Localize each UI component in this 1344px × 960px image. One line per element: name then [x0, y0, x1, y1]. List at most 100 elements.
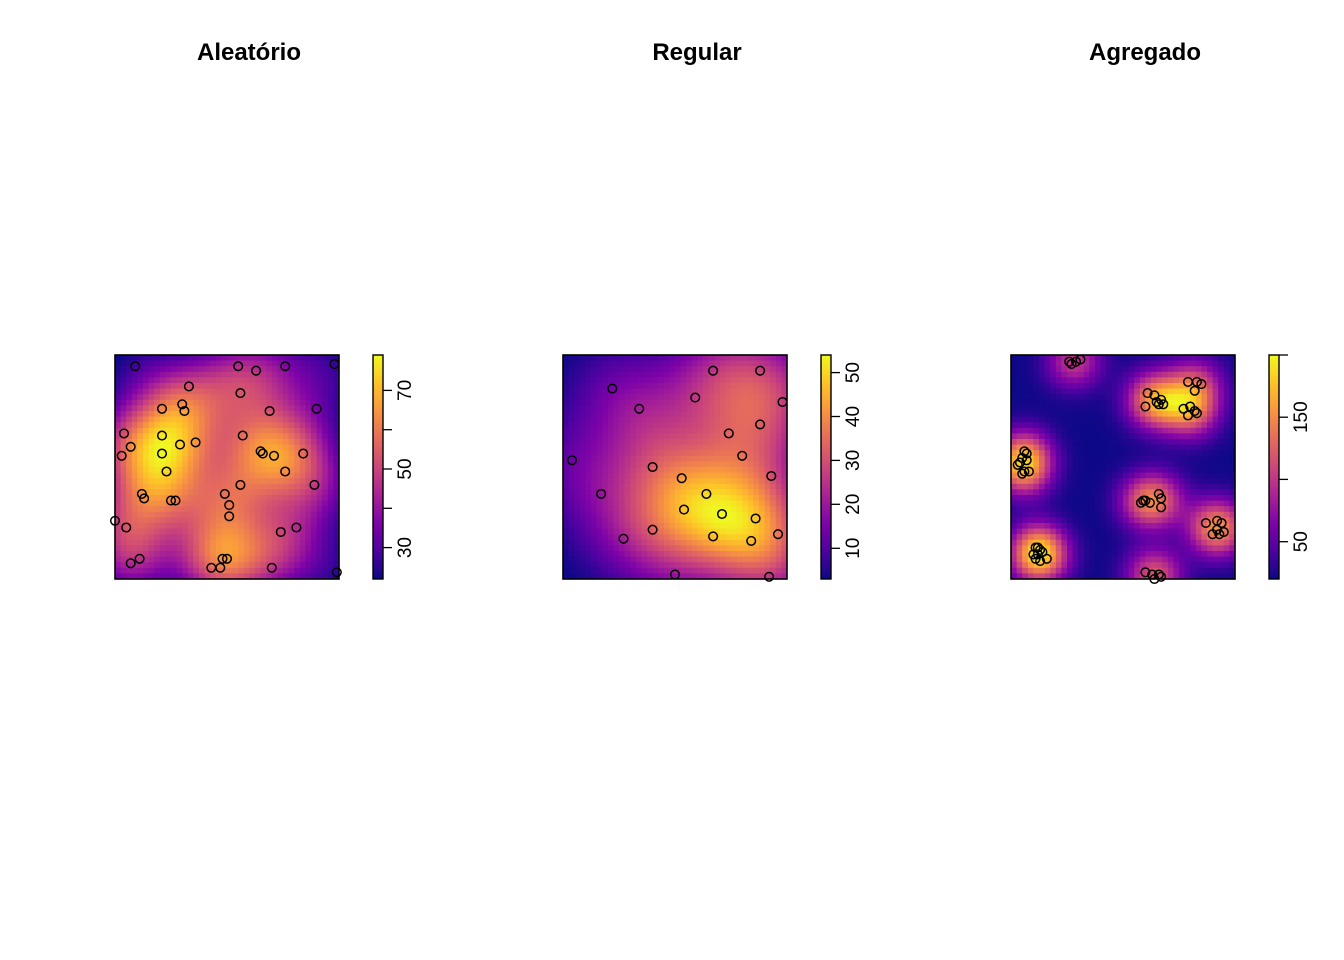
- density-cell: [1055, 511, 1062, 518]
- density-cell: [619, 416, 626, 423]
- density-cell: [719, 551, 726, 558]
- density-cell: [182, 450, 189, 457]
- density-cell: [1111, 371, 1118, 378]
- density-cell: [1022, 500, 1029, 507]
- density-cell: [1167, 528, 1174, 535]
- density-cell: [1083, 573, 1090, 579]
- density-cell: [1173, 539, 1180, 546]
- density-cell: [742, 500, 749, 507]
- density-cell: [1027, 567, 1034, 574]
- density-cell: [210, 517, 217, 524]
- density-cell: [148, 556, 155, 563]
- density-cell: [126, 394, 133, 401]
- density-cell: [299, 534, 306, 541]
- event-point: [139, 493, 150, 504]
- density-cell: [596, 556, 603, 563]
- density-cell: [260, 455, 267, 462]
- density-cell: [613, 528, 620, 535]
- density-cell: [1173, 355, 1180, 362]
- density-cell: [277, 517, 284, 524]
- density-cell: [1011, 416, 1018, 423]
- density-cell: [591, 489, 598, 496]
- density-cell: [602, 405, 609, 412]
- density-cell: [1033, 355, 1040, 362]
- density-cell: [1106, 539, 1113, 546]
- density-cell: [1184, 495, 1191, 502]
- density-cell: [294, 500, 301, 507]
- density-cell: [624, 405, 631, 412]
- density-cell: [635, 467, 642, 474]
- density-cell: [1184, 500, 1191, 507]
- density-cell: [770, 433, 777, 440]
- density-cell: [1111, 461, 1118, 468]
- density-cell: [232, 534, 239, 541]
- density-cell: [1184, 506, 1191, 513]
- density-cell: [663, 461, 670, 468]
- density-cell: [658, 472, 665, 479]
- density-cell: [148, 383, 155, 390]
- density-cell: [1190, 427, 1197, 434]
- density-cell: [1156, 444, 1163, 451]
- density-cell: [742, 394, 749, 401]
- density-cell: [635, 528, 642, 535]
- density-cell: [154, 366, 161, 373]
- density-cell: [708, 495, 715, 502]
- density-cell: [227, 450, 234, 457]
- density-cell: [742, 427, 749, 434]
- density-cell: [137, 483, 144, 490]
- density-cell: [131, 511, 138, 518]
- density-cell: [294, 450, 301, 457]
- density-cell: [1083, 388, 1090, 395]
- density-cell: [305, 371, 312, 378]
- density-cell: [1212, 539, 1219, 546]
- density-cell: [1033, 534, 1040, 541]
- density-cell: [1201, 427, 1208, 434]
- density-cell: [714, 399, 721, 406]
- density-cell: [1039, 444, 1046, 451]
- density-cell: [1061, 506, 1068, 513]
- density-cell: [266, 478, 273, 485]
- density-cell: [1190, 467, 1197, 474]
- density-cell: [1156, 422, 1163, 429]
- density-cell: [708, 416, 715, 423]
- density-cell: [171, 461, 178, 468]
- density-cell: [641, 399, 648, 406]
- density-cell: [602, 573, 609, 579]
- density-cell: [775, 539, 782, 546]
- density-cell: [182, 433, 189, 440]
- density-cell: [731, 455, 738, 462]
- event-point: [566, 455, 578, 466]
- density-cell: [255, 399, 262, 406]
- event-point: [125, 558, 136, 569]
- density-cell: [277, 545, 284, 552]
- density-cell: [1022, 562, 1029, 569]
- density-cell: [187, 422, 194, 429]
- density-cell: [652, 495, 659, 502]
- density-cell: [193, 416, 200, 423]
- density-cell: [1145, 511, 1152, 518]
- density-cell: [171, 433, 178, 440]
- density-cell: [1218, 388, 1225, 395]
- density-cell: [703, 433, 710, 440]
- density-cell: [686, 523, 693, 530]
- density-cell: [579, 523, 586, 530]
- density-cell: [1072, 567, 1079, 574]
- density-cell: [764, 444, 771, 451]
- density-cell: [159, 534, 166, 541]
- density-cell: [1117, 366, 1124, 373]
- density-cell: [1223, 562, 1230, 569]
- density-cell: [294, 411, 301, 418]
- density-cell: [742, 523, 749, 530]
- density-cell: [171, 551, 178, 558]
- density-cell: [1128, 360, 1135, 367]
- density-cell: [1123, 360, 1130, 367]
- density-cell: [736, 405, 743, 412]
- density-cell: [249, 394, 256, 401]
- density-cell: [731, 495, 738, 502]
- density-cell: [703, 377, 710, 384]
- density-cell: [159, 450, 166, 457]
- density-cell: [680, 405, 687, 412]
- density-cell: [322, 399, 329, 406]
- density-cell: [1184, 489, 1191, 496]
- density-cell: [759, 355, 766, 362]
